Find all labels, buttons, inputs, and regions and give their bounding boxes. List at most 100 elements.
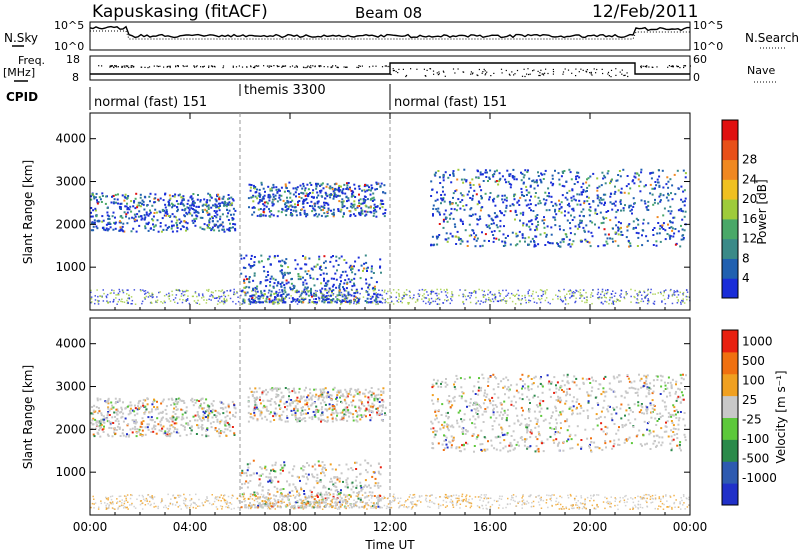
range-cell bbox=[657, 420, 659, 422]
range-cell bbox=[295, 416, 297, 418]
range-cell bbox=[488, 299, 490, 301]
range-cell bbox=[575, 178, 577, 180]
range-cell bbox=[530, 196, 532, 198]
range-cell bbox=[176, 230, 178, 232]
range-cell bbox=[305, 270, 307, 272]
range-cell bbox=[506, 205, 508, 207]
range-cell bbox=[272, 203, 274, 205]
range-cell bbox=[157, 408, 159, 410]
nave-point bbox=[187, 66, 188, 67]
range-cell bbox=[99, 196, 101, 198]
range-cell bbox=[140, 215, 142, 217]
range-cell bbox=[492, 234, 494, 236]
range-cell bbox=[532, 291, 534, 293]
range-cell bbox=[591, 303, 593, 305]
range-cell bbox=[203, 228, 205, 230]
range-cell bbox=[679, 389, 681, 391]
range-cell bbox=[551, 234, 553, 236]
range-cell bbox=[256, 197, 258, 199]
range-cell bbox=[563, 241, 565, 243]
range-cell bbox=[226, 299, 228, 301]
range-cell bbox=[302, 201, 304, 203]
range-cell bbox=[546, 297, 548, 299]
range-cell bbox=[263, 211, 265, 213]
range-cell bbox=[152, 419, 154, 421]
range-cell bbox=[314, 416, 316, 418]
range-cell bbox=[259, 282, 261, 284]
nave-point bbox=[242, 67, 243, 68]
range-cell bbox=[544, 219, 546, 221]
range-cell bbox=[444, 299, 446, 301]
range-cell bbox=[134, 207, 136, 209]
range-cell bbox=[580, 204, 582, 206]
range-cell bbox=[95, 299, 97, 301]
range-cell bbox=[287, 201, 289, 203]
range-cell bbox=[318, 256, 320, 258]
range-cell bbox=[402, 302, 404, 304]
range-cell bbox=[481, 443, 483, 445]
range-cell bbox=[182, 291, 184, 293]
nave-point bbox=[530, 74, 531, 75]
range-cell bbox=[620, 300, 622, 302]
range-cell bbox=[354, 188, 356, 190]
range-cell bbox=[166, 229, 168, 231]
range-cell bbox=[151, 302, 153, 304]
range-cell bbox=[475, 176, 477, 178]
range-cell bbox=[385, 209, 387, 211]
range-cell bbox=[565, 297, 567, 299]
range-cell bbox=[449, 218, 451, 220]
range-cell bbox=[329, 185, 331, 187]
range-cell bbox=[537, 203, 539, 205]
range-cell bbox=[278, 190, 280, 192]
nave-point bbox=[157, 65, 158, 66]
range-cell bbox=[659, 232, 661, 234]
range-cell bbox=[317, 183, 319, 185]
range-cell bbox=[162, 210, 164, 212]
range-cell bbox=[157, 423, 159, 425]
range-cell bbox=[272, 184, 274, 186]
range-cell bbox=[604, 295, 606, 297]
range-cell bbox=[158, 413, 160, 415]
range-cell bbox=[177, 290, 179, 292]
range-cell bbox=[475, 297, 477, 299]
colorbar-swatch bbox=[722, 160, 738, 180]
range-cell bbox=[528, 192, 530, 194]
range-cell bbox=[573, 295, 575, 297]
range-cell bbox=[608, 234, 610, 236]
range-cell bbox=[484, 295, 486, 297]
range-cell bbox=[348, 393, 350, 395]
range-cell bbox=[368, 186, 370, 188]
range-cell bbox=[115, 202, 117, 204]
range-cell bbox=[432, 301, 434, 303]
range-cell bbox=[330, 414, 332, 416]
range-cell bbox=[638, 294, 640, 296]
nave-point bbox=[493, 73, 494, 74]
range-cell bbox=[113, 407, 115, 409]
range-cell bbox=[566, 192, 568, 194]
range-cell bbox=[297, 273, 299, 275]
range-cell bbox=[127, 406, 129, 408]
range-cell bbox=[284, 291, 286, 293]
range-cell bbox=[139, 434, 141, 436]
range-cell bbox=[300, 414, 302, 416]
range-cell bbox=[119, 220, 121, 222]
range-cell bbox=[166, 435, 168, 437]
nave-point bbox=[627, 72, 628, 73]
range-cell bbox=[254, 275, 256, 277]
range-cell bbox=[633, 227, 635, 229]
range-cell bbox=[504, 195, 506, 197]
range-cell bbox=[194, 212, 196, 214]
range-cell bbox=[96, 199, 98, 201]
range-cell bbox=[234, 293, 236, 295]
range-cell bbox=[321, 215, 323, 217]
range-cell bbox=[180, 409, 182, 411]
range-cell bbox=[439, 223, 441, 225]
range-cell bbox=[280, 407, 282, 409]
range-cell bbox=[439, 176, 441, 178]
range-cell bbox=[260, 199, 262, 201]
range-cell bbox=[240, 258, 242, 260]
range-cell bbox=[131, 303, 133, 305]
range-cell bbox=[538, 448, 540, 450]
range-cell bbox=[645, 395, 647, 397]
nave-point bbox=[271, 66, 272, 67]
